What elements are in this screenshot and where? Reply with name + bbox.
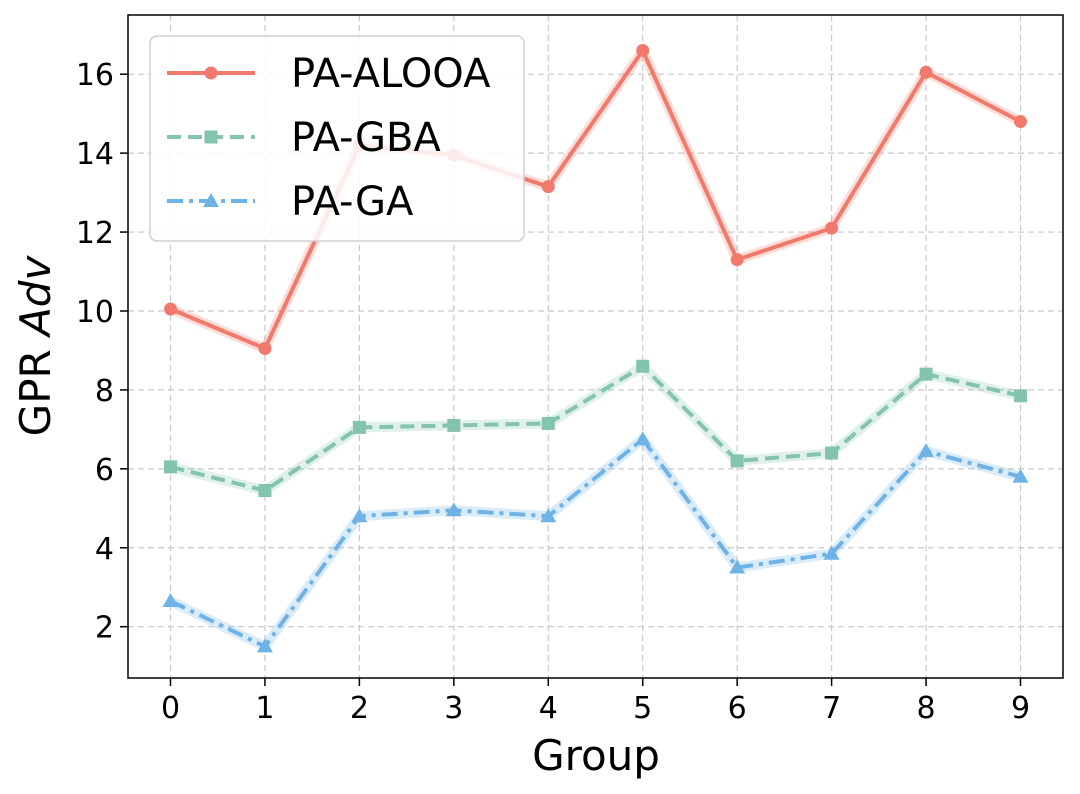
legend-item-pa-alooa: PA-ALOOA bbox=[167, 51, 491, 97]
legend-item-pa-ga: PA-GA bbox=[167, 179, 414, 225]
data-point bbox=[541, 416, 555, 430]
series-line bbox=[169, 48, 1022, 351]
series-pa-ga bbox=[162, 431, 1029, 653]
y-tick-label: 8 bbox=[95, 374, 114, 409]
legend-box bbox=[149, 35, 525, 242]
series-pa-gba bbox=[164, 359, 1027, 498]
legend-marker bbox=[203, 193, 219, 207]
data-point bbox=[634, 431, 651, 446]
series-line bbox=[170, 364, 1021, 493]
x-tick-label: 3 bbox=[444, 691, 463, 726]
y-tick-label: 2 bbox=[95, 611, 114, 646]
data-point bbox=[1014, 115, 1027, 129]
legend-label: PA-ALOOA bbox=[291, 51, 491, 97]
data-point bbox=[636, 359, 650, 373]
data-point bbox=[258, 484, 272, 498]
y-axis-title-prefix: GPR bbox=[11, 336, 60, 436]
data-point bbox=[1012, 468, 1029, 483]
x-tick-label: 2 bbox=[350, 691, 369, 726]
x-tick-label: 4 bbox=[539, 691, 558, 726]
x-tick-label: 0 bbox=[161, 691, 180, 726]
data-point bbox=[825, 221, 839, 235]
x-tick-label: 8 bbox=[917, 691, 936, 726]
series-pa-alooa bbox=[164, 44, 1027, 355]
y-axis-title-italic: Adv bbox=[11, 255, 60, 339]
x-tick-label: 9 bbox=[1011, 691, 1030, 726]
x-axis-title: Group bbox=[532, 731, 660, 780]
data-point bbox=[162, 593, 179, 608]
y-tick-label: 4 bbox=[95, 532, 114, 567]
legend-label: PA-GBA bbox=[291, 115, 441, 161]
data-point bbox=[351, 508, 368, 523]
y-tick-label: 16 bbox=[76, 58, 114, 93]
data-point bbox=[918, 443, 935, 458]
legend-marker bbox=[204, 130, 218, 144]
x-tick-label: 5 bbox=[633, 691, 652, 726]
data-point bbox=[823, 545, 840, 560]
data-point bbox=[256, 638, 273, 653]
y-tick-label: 6 bbox=[95, 453, 114, 488]
legend-marker bbox=[204, 66, 218, 80]
data-point bbox=[352, 420, 366, 434]
legend-label: PA-GA bbox=[291, 179, 414, 225]
y-tick-label: 12 bbox=[76, 216, 114, 251]
y-axis-title: GPR Adv bbox=[11, 255, 60, 437]
data-point bbox=[541, 180, 555, 194]
data-point bbox=[164, 460, 177, 474]
y-tick-label: 10 bbox=[76, 295, 114, 330]
data-point bbox=[919, 65, 933, 79]
data-point bbox=[540, 508, 557, 523]
plot-series bbox=[162, 44, 1029, 653]
data-point bbox=[919, 367, 933, 381]
data-point bbox=[729, 559, 746, 574]
data-point bbox=[258, 341, 272, 355]
data-point bbox=[730, 253, 744, 267]
x-tick-label: 7 bbox=[822, 691, 841, 726]
data-point bbox=[447, 418, 461, 432]
data-point bbox=[164, 302, 177, 316]
data-point bbox=[636, 44, 650, 58]
x-tick-label: 6 bbox=[728, 691, 747, 726]
data-point bbox=[445, 502, 462, 517]
legend: PA-ALOOA PA-GBA PA-GA bbox=[149, 35, 525, 242]
y-tick-label: 14 bbox=[76, 137, 114, 172]
series-line bbox=[169, 437, 1022, 649]
data-point bbox=[1014, 389, 1027, 403]
legend-item-pa-gba: PA-GBA bbox=[167, 115, 441, 161]
data-point bbox=[825, 446, 839, 460]
x-tick-label: 1 bbox=[255, 691, 274, 726]
plot-frame bbox=[127, 14, 1064, 679]
data-point bbox=[730, 454, 744, 468]
